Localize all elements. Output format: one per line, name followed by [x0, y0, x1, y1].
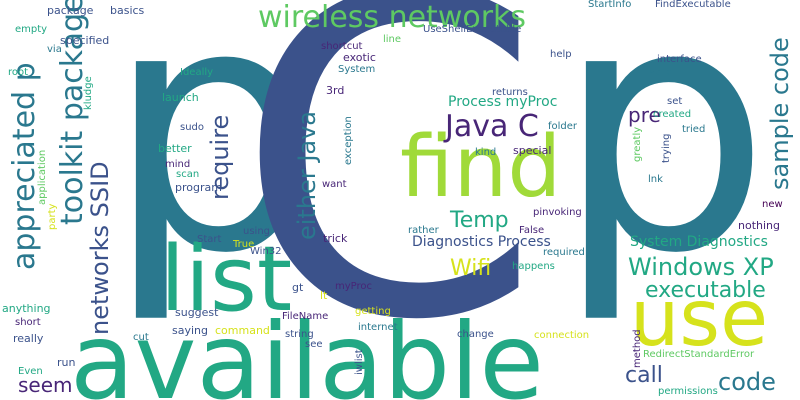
word-diagnostics-process-24: Diagnostics Process	[412, 235, 551, 249]
word-returns-77: returns	[492, 88, 528, 98]
word-command-52: command	[215, 325, 270, 336]
word-exotic-67: exotic	[343, 52, 376, 63]
word-windows-xp-16: Windows XP	[628, 255, 774, 279]
word-required-84: required	[543, 248, 585, 258]
word-interface-86: interface	[657, 55, 702, 65]
word-call-20: call	[625, 365, 663, 387]
word-greatly-91: greatly	[633, 127, 643, 162]
word-short-36: short	[15, 318, 41, 328]
word-launch-42: launch	[162, 92, 199, 103]
word-specified-29: specified	[60, 35, 109, 46]
word-either-java-12: either Java	[295, 111, 319, 240]
word-cut-40: cut	[133, 333, 149, 343]
word-kind-79: kind	[475, 148, 496, 158]
word-empty-28: empty	[15, 25, 47, 35]
word-useshellexecutable-73: UseShellExecutable	[423, 25, 521, 35]
word-lnk-93: lnk	[648, 175, 663, 185]
word-application-33: application	[38, 150, 48, 205]
word-system-68: System	[338, 65, 375, 75]
word-program-47: program	[175, 182, 222, 193]
word-internet-63: internet	[358, 323, 398, 333]
word-special-80: special	[513, 145, 551, 156]
word-change-64: change	[457, 330, 494, 340]
word-java-c-8: Java C	[445, 112, 539, 142]
word-ideally-41: Ideally	[180, 68, 213, 78]
word-getting-62: getting	[355, 307, 391, 317]
word-filename-57: FileName	[282, 312, 328, 322]
word-see-59: see	[305, 340, 323, 350]
word-party-34: party	[48, 204, 58, 230]
word-package-26: package	[47, 5, 93, 16]
word-permissions-99: permissions	[658, 387, 718, 397]
word-appreciated-p-9: appreciated p	[10, 62, 40, 270]
word-created-89: created	[653, 110, 691, 120]
word-really-37: really	[13, 333, 43, 344]
word-method-97: method	[633, 329, 643, 368]
word-connection-96: connection	[534, 331, 589, 341]
word-anything-35: anything	[2, 303, 51, 314]
word-nothing-95: nothing	[738, 220, 780, 231]
word-temp-18: Temp	[450, 210, 509, 232]
word-line-72: line	[383, 35, 401, 45]
word-valid-87: valid	[649, 68, 673, 78]
word-rather-82: rather	[408, 226, 439, 236]
word-available-3: available	[70, 310, 544, 400]
word-tried-90: tried	[682, 125, 705, 135]
word-exception-70: exception	[344, 116, 354, 165]
word-sample-code-14: sample code	[768, 37, 792, 190]
word-myproc-61: myProc	[335, 282, 372, 292]
word-suggest-50: suggest	[175, 307, 218, 318]
word-lt-56: lt	[320, 290, 327, 301]
word-wifi-19: Wifi	[450, 258, 491, 280]
word-networks-ssid-11: networks SSID	[88, 161, 112, 335]
word-root-31: root	[8, 68, 28, 78]
word-even-38: Even	[18, 367, 43, 377]
word-seem-21: seem	[18, 375, 73, 395]
word-via-30: via	[47, 45, 62, 55]
word-want-71: want	[322, 180, 347, 190]
word-basics-27: basics	[110, 5, 144, 16]
word-help-76: help	[550, 50, 572, 60]
word-executable-17: executable	[645, 280, 766, 302]
word-pinvoking-81: pinvoking	[533, 208, 582, 218]
word-trying-92: trying	[662, 134, 672, 163]
word-set-88: set	[667, 97, 682, 107]
word-gt-55: gt	[292, 282, 303, 293]
word-system-diagnostics-25: System Diagnostics	[630, 235, 768, 249]
word-trick-65: trick	[323, 233, 347, 244]
word-3rd-69: 3rd	[326, 85, 344, 96]
word-sudo-43: sudo	[180, 123, 204, 133]
word-new-94: new	[762, 200, 783, 210]
word-startinfo-74: StartInfo	[588, 0, 631, 10]
word-better-44: better	[158, 143, 192, 154]
word-start-48: Start	[197, 235, 221, 245]
word-redirectstandarderror-98: RedirectStandardError	[643, 350, 754, 360]
word-kludge-32: kludge	[84, 76, 94, 110]
word-saying-51: saying	[172, 325, 208, 336]
word-run-39: run	[57, 357, 75, 368]
word-code-15: code	[718, 370, 776, 394]
word-using-53: using	[243, 227, 270, 237]
word-iwlist-60: iwlist	[355, 349, 365, 375]
word-folder-78: folder	[548, 122, 577, 132]
word-happens-85: happens	[512, 262, 555, 272]
word-findexecutable-75: FindExecutable	[655, 0, 731, 10]
word-win32-54: Win32	[250, 247, 282, 257]
word-scan-46: scan	[176, 170, 199, 180]
word-false-83: False	[519, 226, 544, 236]
